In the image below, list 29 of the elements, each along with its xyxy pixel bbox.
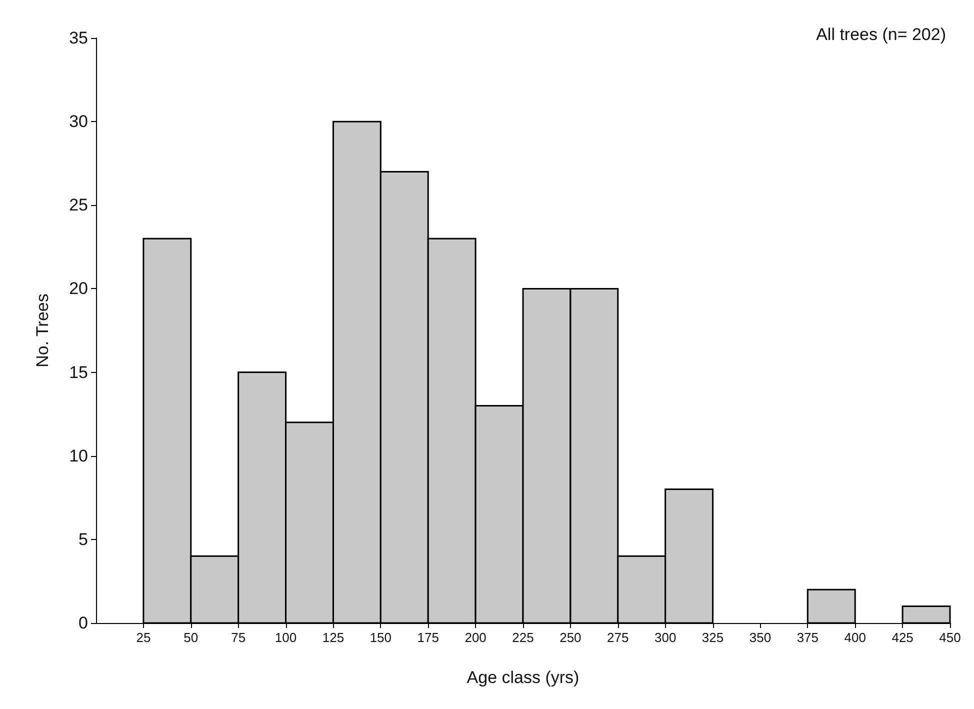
- x-tick-label: 275: [607, 630, 629, 645]
- x-tick-label: 400: [844, 630, 866, 645]
- x-axis-title: Age class (yrs): [466, 668, 580, 687]
- x-tick-label: 250: [560, 630, 582, 645]
- y-tick-label: 25: [69, 196, 88, 215]
- x-tick-label: 100: [274, 630, 297, 645]
- x-tick-label: 200: [464, 630, 486, 645]
- x-tick-label: 325: [702, 630, 724, 645]
- y-tick-label: 0: [78, 614, 88, 632]
- x-tick-label: 125: [322, 630, 344, 645]
- x-tick-label: 25: [136, 630, 151, 645]
- x-tick-label: 300: [654, 630, 676, 645]
- x-tick-label: 150: [370, 630, 392, 645]
- x-tick-label: 350: [749, 630, 772, 645]
- x-tick-label: 425: [892, 630, 914, 645]
- x-tick-label: 450: [939, 630, 961, 645]
- y-tick-label: 35: [69, 28, 88, 48]
- annotation: All trees (n= 202): [816, 25, 946, 44]
- y-tick-label: 30: [69, 112, 88, 132]
- x-tick-label: 375: [796, 630, 819, 645]
- x-tick-label: 175: [417, 630, 439, 645]
- y-axis-title: No. Trees: [33, 294, 52, 368]
- x-tick-label: 75: [231, 630, 246, 645]
- y-tick-label: 20: [69, 279, 88, 298]
- y-tick-label: 15: [69, 362, 88, 382]
- x-tick-label: 50: [184, 630, 198, 645]
- y-tick-label: 10: [69, 446, 88, 466]
- x-tick-label: 225: [512, 630, 534, 645]
- y-tick-label: 5: [78, 530, 88, 549]
